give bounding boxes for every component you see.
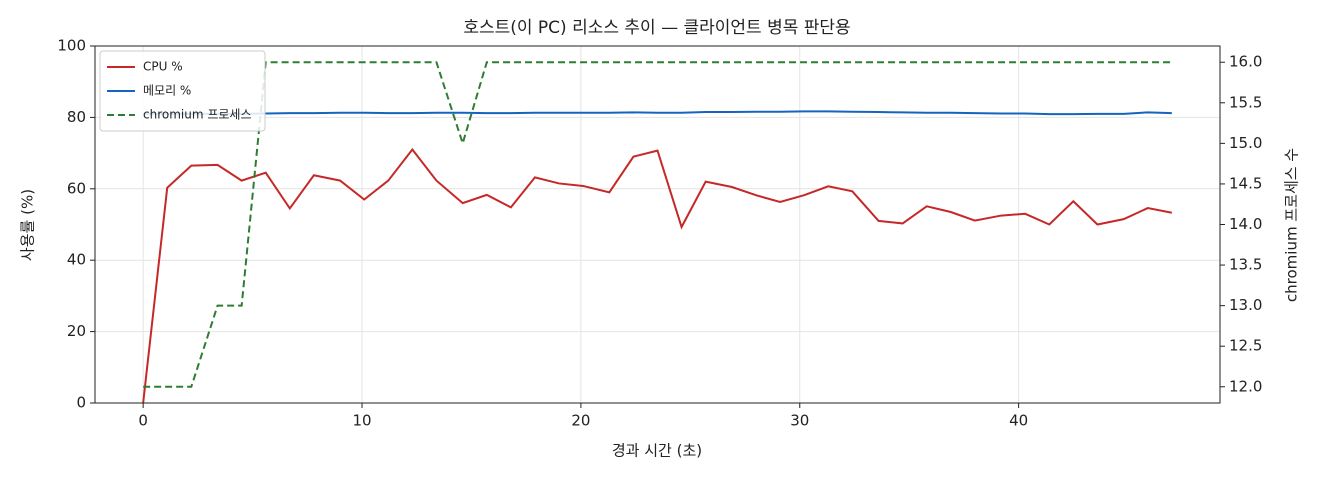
y2-tick-label: 13.5	[1229, 256, 1262, 274]
series-line	[143, 61, 1172, 388]
y-axis-label: 사용률 (%)	[19, 189, 37, 261]
x-tick-label: 30	[790, 412, 809, 430]
legend-box	[99, 50, 266, 132]
y2-tick-label: 12.5	[1229, 337, 1262, 355]
series-line	[143, 110, 1172, 116]
y2-tick-label: 12.0	[1229, 377, 1262, 395]
x-tick-label: 20	[571, 412, 590, 430]
y-tick-label: 40	[67, 251, 86, 269]
chart-title: 호스트(이 PC) 리소스 추이 — 클라이언트 병목 판단용	[463, 18, 850, 38]
legend-label: 메모리 %	[143, 84, 191, 98]
y-tick-label: 60	[67, 179, 86, 197]
y2-tick-label: 13.0	[1229, 296, 1262, 314]
legend-label: chromium 프로세스	[143, 108, 252, 122]
y2-tick-label: 15.0	[1229, 134, 1262, 152]
x-tick-label: 0	[138, 412, 148, 430]
y2-tick-label: 16.0	[1229, 53, 1262, 71]
legend-label: CPU %	[143, 60, 183, 74]
y2-tick-label: 15.5	[1229, 93, 1262, 111]
legend: CPU % 메모리 % chromium 프로세스	[99, 50, 266, 132]
y2-tick-label: 14.0	[1229, 215, 1262, 233]
x-axis-label: 경과 시간 (초)	[612, 442, 702, 460]
y2-tick-label: 14.5	[1229, 174, 1262, 192]
y-tick-label: 100	[57, 37, 86, 55]
x-tick-label: 40	[1009, 412, 1028, 430]
series-line	[142, 147, 1173, 404]
y2-axis-label: chromium 프로세스 수	[1283, 148, 1301, 302]
y-tick-label: 0	[76, 394, 86, 412]
plot-frame	[94, 45, 1221, 404]
y-tick-label: 20	[67, 322, 86, 340]
y-tick-label: 80	[67, 108, 86, 126]
x-tick-label: 10	[352, 412, 371, 430]
